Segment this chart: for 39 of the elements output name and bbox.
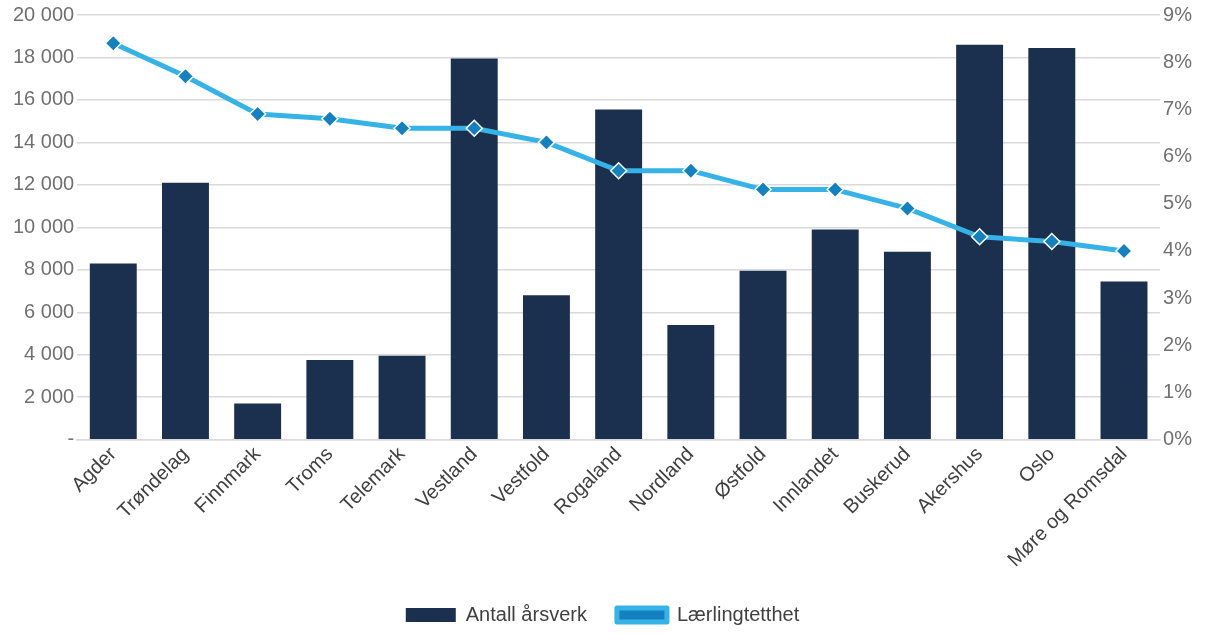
bar (378, 355, 426, 439)
bar (956, 44, 1004, 439)
y2-tick-label: 4% (1163, 238, 1193, 261)
y-tick-label: 8 000 (24, 257, 75, 280)
bar (162, 182, 209, 439)
y2-tick-label: 2% (1163, 332, 1193, 355)
y-tick-label: 2 000 (24, 384, 75, 407)
bar (306, 360, 354, 439)
bar (1028, 47, 1076, 439)
y2-tick-label: 9% (1163, 2, 1193, 25)
bar (811, 229, 859, 439)
bar (739, 270, 787, 439)
bar (89, 263, 137, 439)
y2-tick-label: 0% (1163, 427, 1193, 450)
bar (234, 403, 282, 439)
bar (667, 324, 715, 439)
legend-label: Antall årsverk (465, 602, 588, 625)
bar (522, 295, 570, 439)
x-tick-label: Oslo (1013, 442, 1059, 487)
bar (450, 58, 498, 439)
y-tick-label: - (67, 427, 75, 450)
y-tick-label: 12 000 (13, 172, 75, 195)
y-tick-label: 16 000 (13, 87, 75, 110)
y2-tick-label: 8% (1163, 49, 1193, 72)
bar (595, 109, 643, 439)
y2-tick-label: 7% (1163, 96, 1193, 119)
y-tick-label: 18 000 (13, 44, 75, 67)
bar (883, 251, 931, 439)
legend-label: Lærlingtetthet (676, 602, 800, 625)
y2-tick-label: 6% (1163, 144, 1193, 167)
bar (1100, 281, 1148, 439)
y-tick-label: 20 000 (13, 2, 75, 25)
y-tick-label: 4 000 (24, 342, 75, 365)
y-tick-label: 6 000 (24, 299, 75, 322)
y2-tick-label: 1% (1163, 379, 1193, 402)
y-tick-label: 10 000 (13, 214, 75, 237)
y2-tick-label: 3% (1163, 285, 1193, 308)
y2-tick-label: 5% (1163, 191, 1193, 214)
y-tick-label: 14 000 (13, 129, 75, 152)
